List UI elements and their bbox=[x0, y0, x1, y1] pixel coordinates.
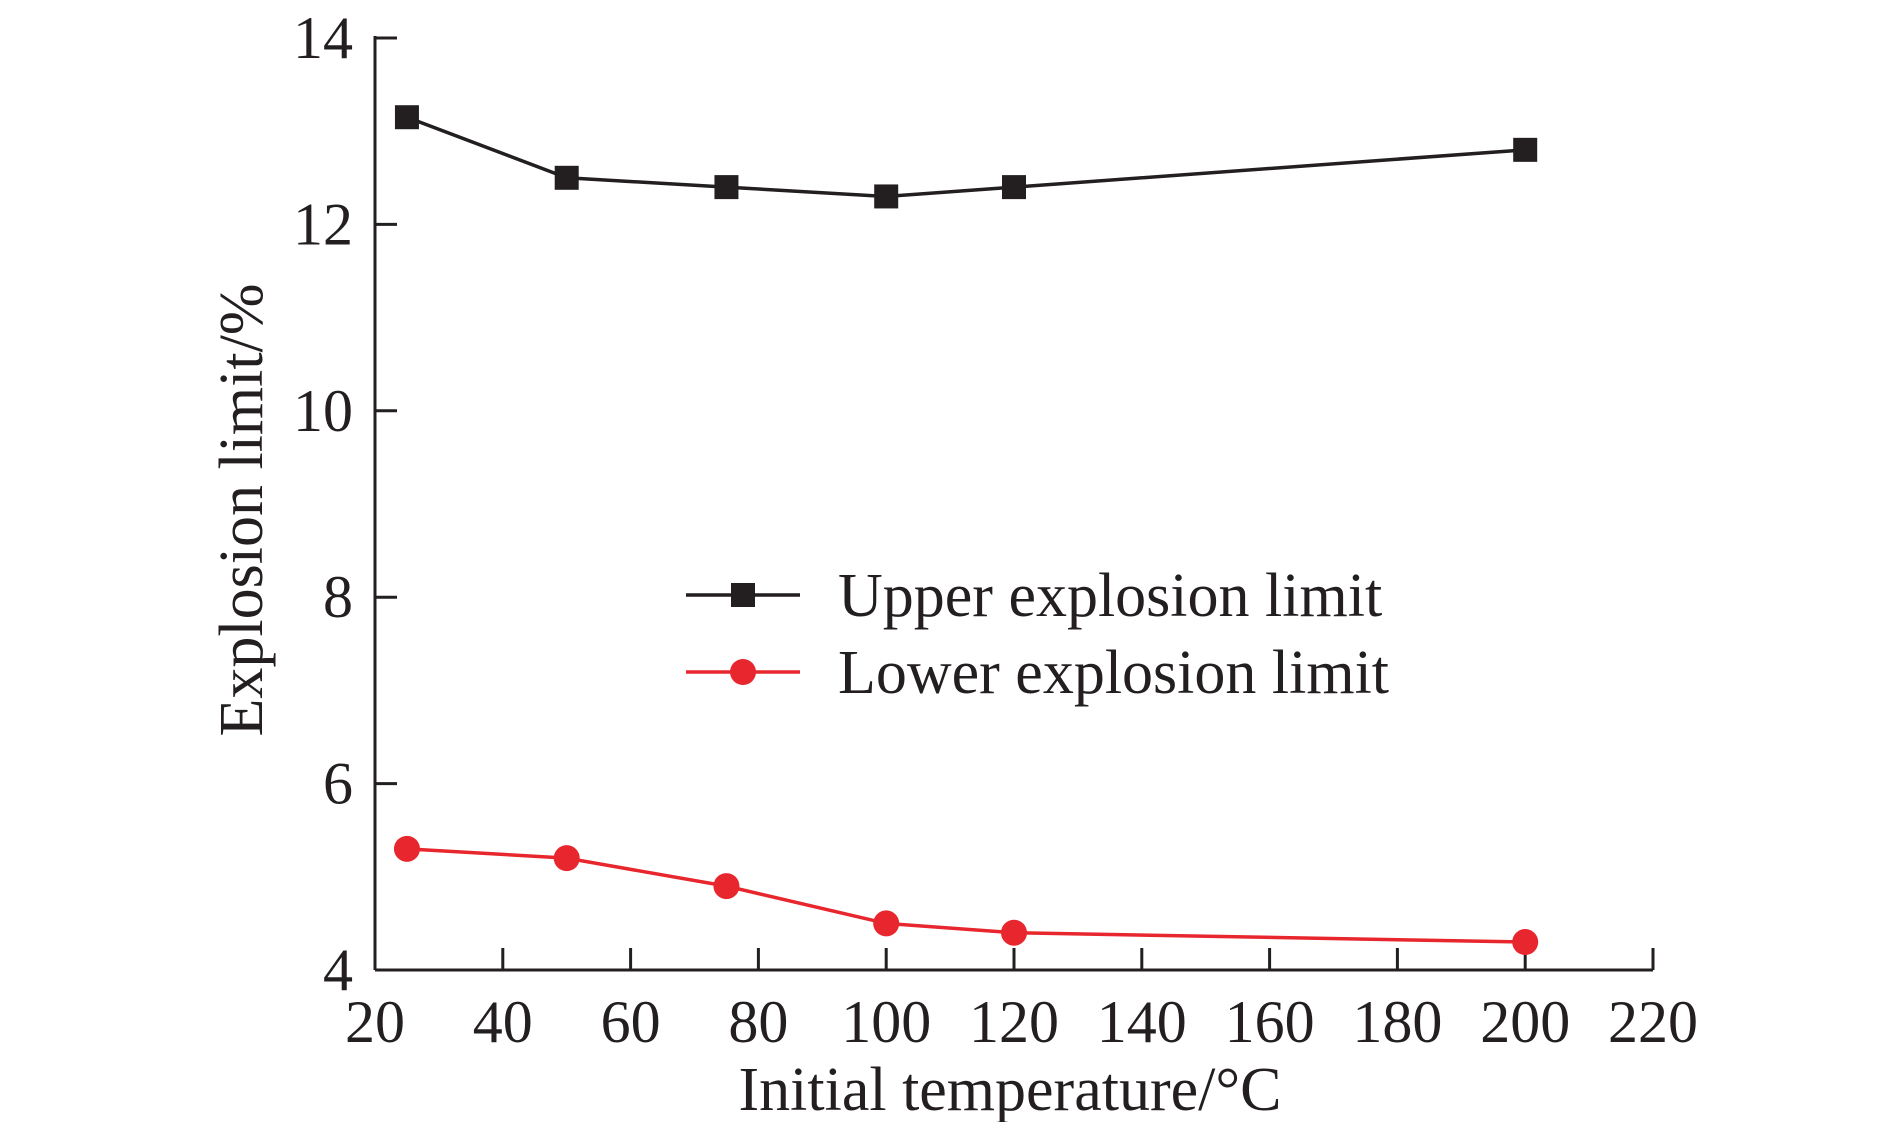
x-tick-label: 120 bbox=[969, 989, 1059, 1055]
legend-item: Upper explosion limit bbox=[686, 562, 1382, 630]
data-point bbox=[1002, 175, 1026, 200]
y-tick-label: 8 bbox=[323, 564, 353, 630]
axes: 20 40 60 80 100 120 140 160 180 200 220 4 6 8 10 12 14 bbox=[293, 5, 1698, 1055]
data-point bbox=[554, 165, 579, 190]
x-tick-label: 180 bbox=[1352, 989, 1442, 1055]
data-point bbox=[1512, 929, 1539, 956]
data-point bbox=[393, 835, 420, 862]
series-1 bbox=[394, 105, 1538, 209]
y-tick-label: 6 bbox=[323, 751, 353, 817]
data-point bbox=[553, 845, 580, 872]
x-tick-label: 160 bbox=[1225, 989, 1315, 1055]
data-point bbox=[873, 910, 900, 937]
data-point bbox=[714, 175, 739, 200]
x-tick-label: 200 bbox=[1480, 989, 1570, 1055]
data-point bbox=[713, 873, 740, 900]
y-tick-label: 12 bbox=[293, 191, 353, 257]
legend-label: Lower explosion limit bbox=[838, 639, 1389, 707]
data-point bbox=[1001, 919, 1027, 946]
data-point bbox=[874, 184, 899, 209]
x-tick-label: 140 bbox=[1097, 989, 1187, 1055]
x-tick-label: 20 bbox=[345, 989, 405, 1055]
legend: Upper explosion limit Lower explosion lim… bbox=[686, 562, 1389, 707]
x-tick-label: 220 bbox=[1608, 989, 1698, 1055]
legend-item: Lower explosion limit bbox=[686, 639, 1389, 707]
series-line bbox=[406, 115, 1526, 199]
data-point bbox=[1513, 137, 1538, 162]
y-tick-label: 10 bbox=[293, 378, 353, 444]
series-line bbox=[406, 847, 1526, 944]
legend-label: Upper explosion limit bbox=[838, 562, 1382, 630]
series-2 bbox=[393, 835, 1539, 956]
x-tick-label: 40 bbox=[473, 989, 533, 1055]
x-tick-label: 100 bbox=[841, 989, 931, 1055]
legend-marker bbox=[730, 659, 756, 685]
x-tick-label: 60 bbox=[601, 989, 661, 1055]
legend-marker bbox=[731, 583, 755, 607]
y-axis-label: Explosion limit/% bbox=[208, 284, 276, 737]
x-axis-label: Initial temperature/°C bbox=[739, 1056, 1282, 1122]
x-tick-label: 80 bbox=[728, 989, 788, 1055]
y-tick-label: 14 bbox=[293, 5, 353, 71]
series-layer bbox=[393, 105, 1539, 956]
y-tick-label: 4 bbox=[323, 937, 353, 1003]
data-point bbox=[394, 105, 419, 130]
